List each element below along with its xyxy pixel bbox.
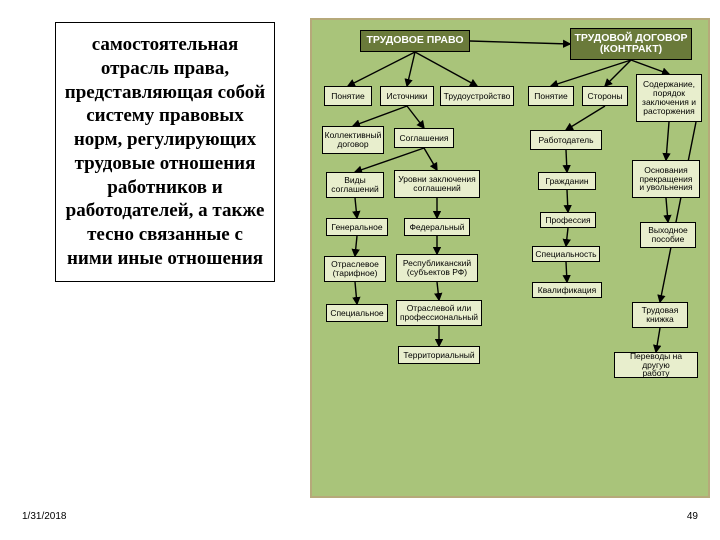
diagram-node: Работодатель	[530, 130, 602, 150]
diagram-node: ТРУДОВОЙ ДОГОВОР(КОНТРАКТ)	[570, 28, 692, 60]
diagram-node: Стороны	[582, 86, 628, 106]
diagram-node: Специальность	[532, 246, 600, 262]
diagram-node: Гражданин	[538, 172, 596, 190]
diagram-node: Переводы на другуюработу	[614, 352, 698, 378]
diagram-node: Выходноепособие	[640, 222, 696, 248]
diagram-node: Трудоустройство	[440, 86, 514, 106]
diagram-node: Специальное	[326, 304, 388, 322]
diagram-node: Квалификация	[532, 282, 602, 298]
definition-text: самостоятельная отрасль права, представл…	[55, 22, 275, 282]
diagram-node: Федеральный	[404, 218, 470, 236]
diagram-node: ТРУДОВОЕ ПРАВО	[360, 30, 470, 52]
diagram-node: Генеральное	[326, 218, 388, 236]
diagram-node: Видысоглашений	[326, 172, 384, 198]
diagram-node: Источники	[380, 86, 434, 106]
diagram-node: Понятие	[528, 86, 574, 106]
slide: самостоятельная отрасль права, представл…	[0, 0, 720, 540]
diagram-node: Соглашения	[394, 128, 454, 148]
diagram-node: Отраслевое(тарифное)	[324, 256, 386, 282]
diagram-node: Содержание,порядокзаключения ирасторжени…	[636, 74, 702, 122]
diagram-container: ТРУДОВОЕ ПРАВО ТРУДОВОЙ ДОГОВОР(КОНТРАКТ)…	[310, 18, 710, 498]
diagram-node: Уровни заключениясоглашений	[394, 170, 480, 198]
diagram-node: Профессия	[540, 212, 596, 228]
diagram-node: Основанияпрекращенияи увольнения	[632, 160, 700, 198]
slide-number: 49	[687, 511, 698, 522]
diagram-node: Трудоваякнижка	[632, 302, 688, 328]
slide-date: 1/31/2018	[22, 511, 67, 522]
diagram-node: Республиканский(субъектов РФ)	[396, 254, 478, 282]
diagram-node: Коллективныйдоговор	[322, 126, 384, 154]
diagram-node: Территориальный	[398, 346, 480, 364]
diagram-node: Отраслевой илипрофессиональный	[396, 300, 482, 326]
diagram-node: Понятие	[324, 86, 372, 106]
